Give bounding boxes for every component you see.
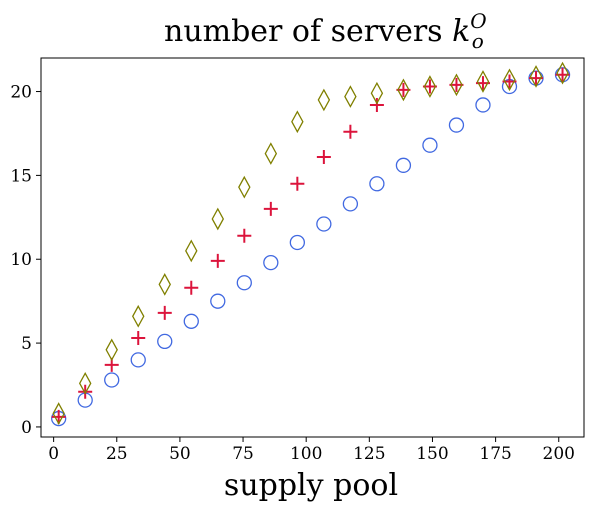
data-point-plus xyxy=(184,280,199,295)
data-markers xyxy=(51,61,571,427)
data-point-circle xyxy=(210,293,226,309)
data-point-diamond xyxy=(291,110,304,134)
title-sub: o xyxy=(472,29,484,53)
data-point-plus xyxy=(290,176,305,191)
x-tick-label: 150 xyxy=(416,444,448,464)
data-point-circle xyxy=(157,333,173,350)
data-point-plus xyxy=(369,97,384,112)
data-point-circle xyxy=(236,275,252,291)
data-point-circle xyxy=(475,97,491,113)
svg-text:number of servers kOo: number of servers kO o xyxy=(164,9,487,53)
data-point-diamond xyxy=(423,75,437,98)
y-tick-label: 5 xyxy=(21,334,32,354)
data-point-circle xyxy=(342,196,359,212)
data-point-diamond xyxy=(503,68,516,92)
data-point-plus xyxy=(263,201,278,216)
data-point-circle xyxy=(183,313,199,329)
data-point-diamond xyxy=(78,371,92,395)
title-main: number of servers xyxy=(164,14,452,49)
data-point-plus xyxy=(396,82,411,97)
data-point-circle xyxy=(369,176,385,192)
y-tick-label: 15 xyxy=(10,166,32,186)
x-tick-label: 200 xyxy=(543,444,575,464)
data-point-diamond xyxy=(105,338,118,362)
data-point-circle xyxy=(395,157,412,173)
data-point-circle xyxy=(263,254,279,271)
data-point-diamond xyxy=(264,142,278,165)
data-point-plus xyxy=(343,124,358,139)
data-point-plus xyxy=(449,77,464,92)
data-point-circle xyxy=(448,117,465,133)
x-tick-label: 50 xyxy=(169,444,191,464)
x-tick-label: 25 xyxy=(106,444,128,464)
axis-ticks: 0 25 50 75 100 125 150 175 200 0 5 10 15 20 xyxy=(10,83,575,464)
data-point-diamond xyxy=(529,65,543,88)
data-point-circle xyxy=(316,216,332,232)
data-point-circle xyxy=(130,352,146,368)
data-point-diamond xyxy=(476,70,490,93)
data-point-diamond xyxy=(158,273,171,296)
title-sup: O xyxy=(470,9,486,33)
plot-frame xyxy=(40,57,585,438)
data-point-plus xyxy=(316,149,331,164)
data-point-plus xyxy=(131,331,146,346)
chart-title: number of servers kO o xyxy=(164,9,487,53)
x-tick-label: 125 xyxy=(353,444,385,464)
data-point-diamond xyxy=(131,304,145,328)
data-point-plus xyxy=(157,305,172,320)
y-tick-label: 20 xyxy=(10,83,32,103)
data-point-plus xyxy=(210,253,225,268)
data-point-diamond xyxy=(556,61,569,85)
data-point-diamond xyxy=(450,73,463,97)
data-point-diamond xyxy=(317,88,331,112)
data-point-diamond xyxy=(238,175,251,199)
data-point-circle xyxy=(289,234,305,251)
data-point-diamond xyxy=(370,81,384,105)
x-tick-label: 75 xyxy=(232,444,254,464)
data-point-plus xyxy=(78,384,93,399)
data-point-circle xyxy=(422,137,438,153)
data-point-diamond xyxy=(344,85,357,108)
data-point-plus xyxy=(51,409,66,424)
title-var: k xyxy=(452,14,470,49)
data-point-circle xyxy=(104,372,120,388)
x-tick-label: 175 xyxy=(479,444,511,464)
x-tick-label: 0 xyxy=(48,444,59,464)
data-point-diamond xyxy=(52,402,65,425)
y-tick-label: 0 xyxy=(21,418,32,438)
data-point-plus xyxy=(237,228,252,243)
data-point-diamond xyxy=(185,239,198,263)
data-point-diamond xyxy=(397,78,410,102)
x-tick-label: 100 xyxy=(290,444,322,464)
data-point-diamond xyxy=(211,207,225,231)
data-point-plus xyxy=(422,79,437,94)
y-tick-label: 10 xyxy=(10,250,32,270)
x-axis-label: supply pool xyxy=(224,468,398,503)
